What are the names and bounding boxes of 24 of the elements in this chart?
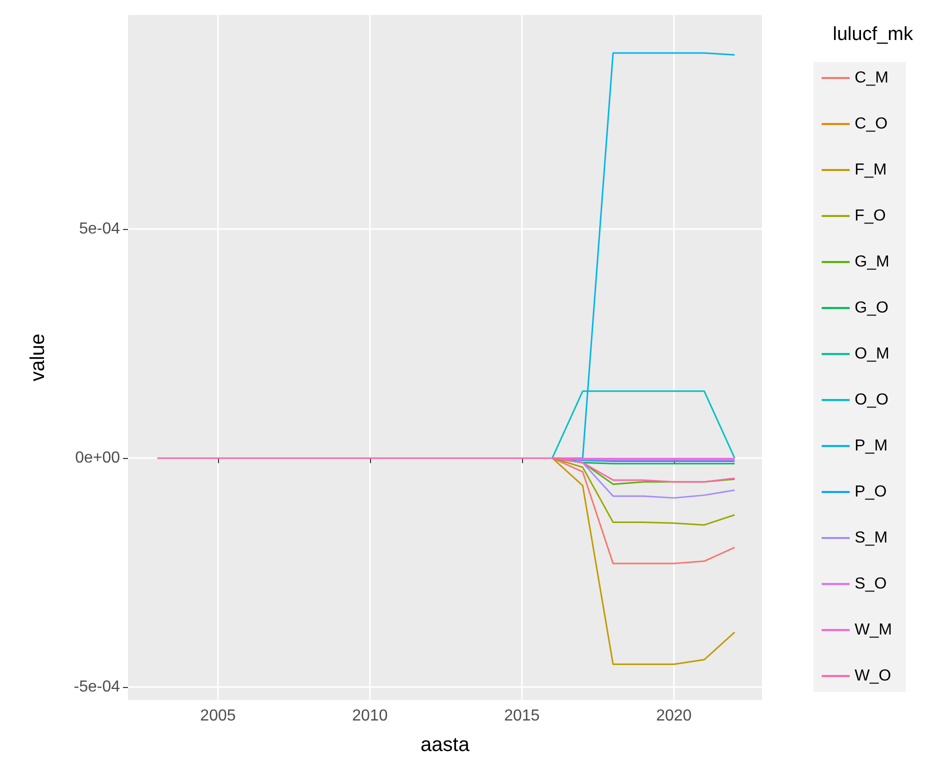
legend-label: W_M — [854, 622, 892, 638]
legend-label: W_O — [854, 668, 892, 684]
legend-label: P_M — [854, 438, 888, 454]
legend-label: G_O — [854, 300, 888, 316]
legend-label: F_M — [854, 162, 887, 178]
legend-label: C_M — [854, 70, 888, 86]
x-tick-label: 2020 — [656, 708, 692, 724]
y-tick-label: -5e-04 — [74, 678, 120, 696]
legend-label: C_O — [854, 116, 888, 132]
legend-label: F_O — [854, 208, 886, 224]
legend-label: P_O — [854, 484, 887, 500]
x-axis-title: aasta — [420, 734, 470, 756]
legend-label: S_O — [854, 576, 887, 592]
x-tick-label: 2015 — [504, 708, 540, 724]
x-tick-label: 2010 — [352, 708, 388, 724]
x-tick-label: 2005 — [200, 708, 236, 724]
legend-label: G_M — [854, 254, 890, 270]
y-axis-title: value — [27, 334, 49, 382]
legend-label: S_M — [854, 530, 888, 546]
legend-title: lulucf_mk — [832, 24, 914, 45]
y-tick-label: 0e+00 — [75, 450, 120, 467]
y-tick-label: 5e-04 — [79, 220, 120, 238]
legend-label: O_O — [854, 392, 888, 408]
legend-label: O_M — [854, 346, 890, 362]
